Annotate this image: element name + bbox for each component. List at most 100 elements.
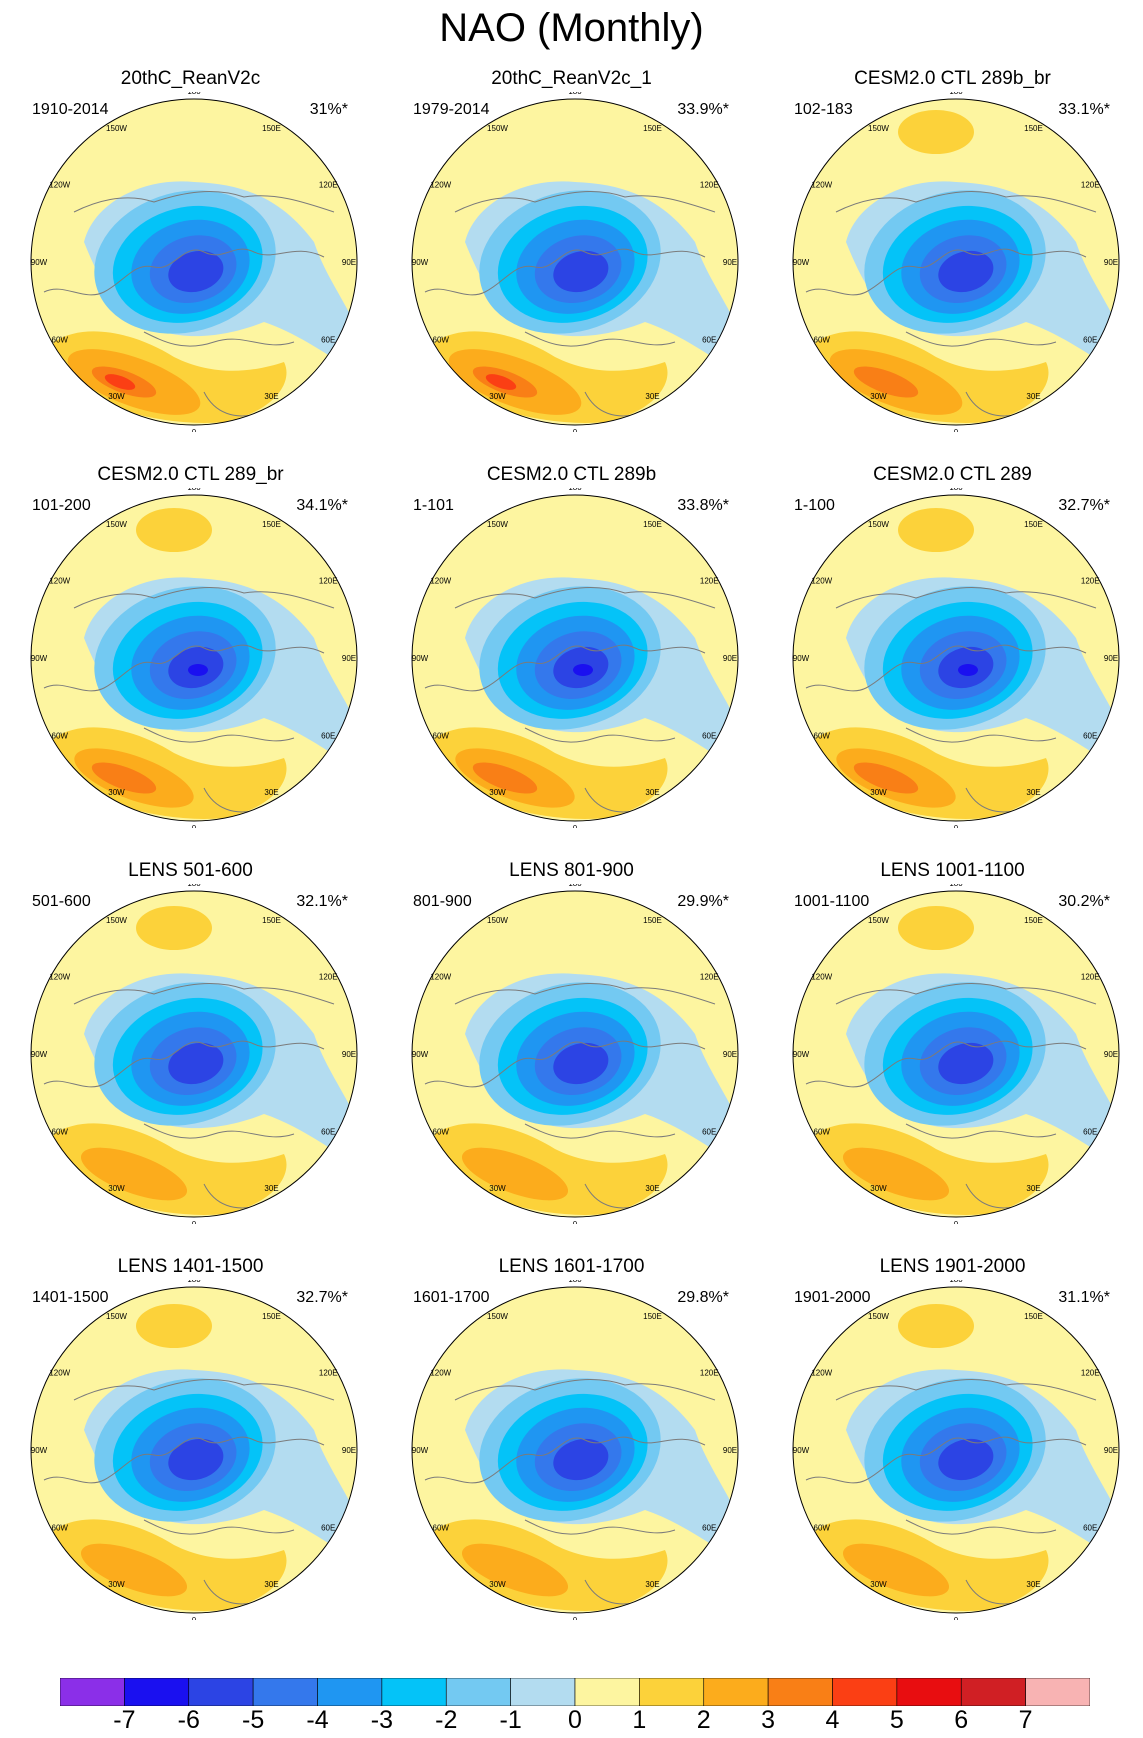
colorbar-segment	[960, 1678, 1026, 1706]
coastlines	[805, 1379, 1097, 1605]
longitude-label: 30W	[870, 392, 887, 401]
colorbar-segment	[639, 1678, 705, 1706]
longitude-label: 120W	[49, 973, 70, 982]
map-panel: LENS 1601-1700 1601-1700 29.8%* 180 150E 120E…	[381, 1256, 762, 1652]
longitude-label: 60E	[1083, 732, 1097, 741]
contour-pos-2	[842, 1147, 950, 1201]
contour-neg-5	[168, 1042, 224, 1085]
panel-variance: 29.8%*	[677, 1289, 729, 1306]
longitude-label: 180	[568, 488, 582, 492]
colorbar-segment	[574, 1678, 640, 1706]
longitude-label: 90E	[1104, 258, 1118, 267]
longitude-label: 0	[573, 1616, 578, 1620]
longitude-label: 30E	[264, 1580, 278, 1589]
map-boundary	[792, 494, 1120, 822]
longitude-label: 150E	[643, 124, 662, 133]
longitude-label: 90W	[793, 1050, 810, 1059]
contour-field	[31, 891, 357, 1217]
panel-period: 102-183	[794, 101, 853, 118]
longitude-label: 120W	[430, 181, 451, 190]
polar-map: 180 150E 120E 90E 60E 30E 0 30W 60W 90W 120W 150W	[792, 92, 1120, 432]
contour-field	[793, 1287, 1119, 1613]
longitude-label: 60E	[1083, 1524, 1097, 1533]
polar-map: 180 150E 120E 90E 60E 30E 0 30W 60W 90W 120W 150W	[411, 884, 739, 1224]
longitude-label: 60E	[321, 336, 335, 345]
map-panel: 20thC_ReanV2c 1910-2014 31%* 180 150E 120E 90E…	[0, 68, 381, 464]
panel-period: 501-600	[32, 893, 91, 910]
contour-field	[793, 99, 1119, 425]
longitude-label: 180	[949, 488, 963, 492]
colorbar-tick-label: -7	[113, 1706, 136, 1734]
longitude-label: 30E	[1026, 1184, 1040, 1193]
panel-period: 801-900	[413, 893, 472, 910]
longitude-label: 30W	[108, 392, 125, 401]
panel-variance: 32.7%*	[1058, 497, 1110, 514]
colorbar	[60, 1678, 1090, 1706]
panel-variance: 29.9%*	[677, 893, 729, 910]
colorbar-segment	[124, 1678, 190, 1706]
longitude-label: 60W	[814, 336, 831, 345]
longitude-label: 150W	[487, 1312, 508, 1321]
longitude-label: 120E	[1081, 1369, 1100, 1378]
contour-pos-1	[52, 1123, 287, 1215]
longitude-label: 120W	[430, 973, 451, 982]
longitude-label: 150W	[487, 520, 508, 529]
map-boundary	[411, 494, 739, 822]
panel-variance: 33.1%*	[1058, 101, 1110, 118]
map-boundary	[30, 494, 358, 822]
map-boundary	[411, 98, 739, 426]
panel-variance: 30.2%*	[1058, 893, 1110, 910]
coastlines	[43, 983, 335, 1209]
longitude-label: 90W	[31, 1050, 48, 1059]
longitude-label: 60E	[321, 732, 335, 741]
longitude-label: 150W	[868, 124, 889, 133]
longitude-label: 150W	[868, 1312, 889, 1321]
colorbar-segment	[703, 1678, 769, 1706]
longitude-label: 120E	[319, 973, 338, 982]
longitude-label: 30E	[1026, 788, 1040, 797]
contour-pos-north	[898, 110, 974, 154]
panel-title: CESM2.0 CTL 289_br	[97, 464, 284, 485]
longitude-label: 90E	[723, 654, 737, 663]
contour-pos-2	[80, 1147, 188, 1201]
panel-title: LENS 801-900	[509, 860, 634, 881]
panel-period: 101-200	[32, 497, 91, 514]
longitude-label: 120E	[700, 1369, 719, 1378]
longitude-label: 90E	[342, 1050, 356, 1059]
panel-period: 1-100	[794, 497, 835, 514]
longitude-label: 120E	[319, 1369, 338, 1378]
panel-title: LENS 1901-2000	[879, 1256, 1026, 1277]
polar-map: 180 150E 120E 90E 60E 30E 0 30W 60W 90W 120W 150W	[30, 1280, 358, 1620]
colorbar-tick-label: -1	[499, 1706, 522, 1734]
longitude-label: 30E	[1026, 392, 1040, 401]
contour-neg-6	[573, 664, 593, 676]
longitude-label: 30E	[645, 392, 659, 401]
longitude-label: 30W	[108, 788, 125, 797]
map-panel: CESM2.0 CTL 289 1-100 32.7%* 180 150E 120E 90E…	[762, 464, 1143, 860]
colorbar-tick-label: 0	[568, 1706, 582, 1734]
contour-pos-north	[898, 1304, 974, 1348]
longitude-label: 30E	[264, 392, 278, 401]
longitude-label: 150E	[262, 916, 281, 925]
coastlines	[805, 191, 1097, 417]
contour-pos-3	[853, 762, 919, 794]
longitude-label: 90W	[412, 258, 429, 267]
colorbar-segment	[767, 1678, 833, 1706]
contour-field	[31, 99, 357, 425]
contour-field	[793, 891, 1119, 1217]
colorbar-segment	[1025, 1678, 1090, 1706]
longitude-label: 180	[568, 92, 582, 96]
panel-variance: 31%*	[309, 101, 348, 118]
panel-title: LENS 1401-1500	[117, 1256, 264, 1277]
longitude-label: 60W	[433, 732, 450, 741]
longitude-label: 60W	[814, 1524, 831, 1533]
panel-title: LENS 1601-1700	[498, 1256, 645, 1277]
colorbar-segment	[252, 1678, 318, 1706]
longitude-label: 60E	[1083, 1128, 1097, 1137]
longitude-label: 60W	[814, 732, 831, 741]
longitude-label: 90W	[412, 1446, 429, 1455]
polar-map: 180 150E 120E 90E 60E 30E 0 30W 60W 90W 120W 150W	[30, 488, 358, 828]
longitude-label: 60W	[52, 1128, 69, 1137]
colorbar-tick-label: -4	[306, 1706, 329, 1734]
contour-neg-5	[553, 1438, 609, 1481]
